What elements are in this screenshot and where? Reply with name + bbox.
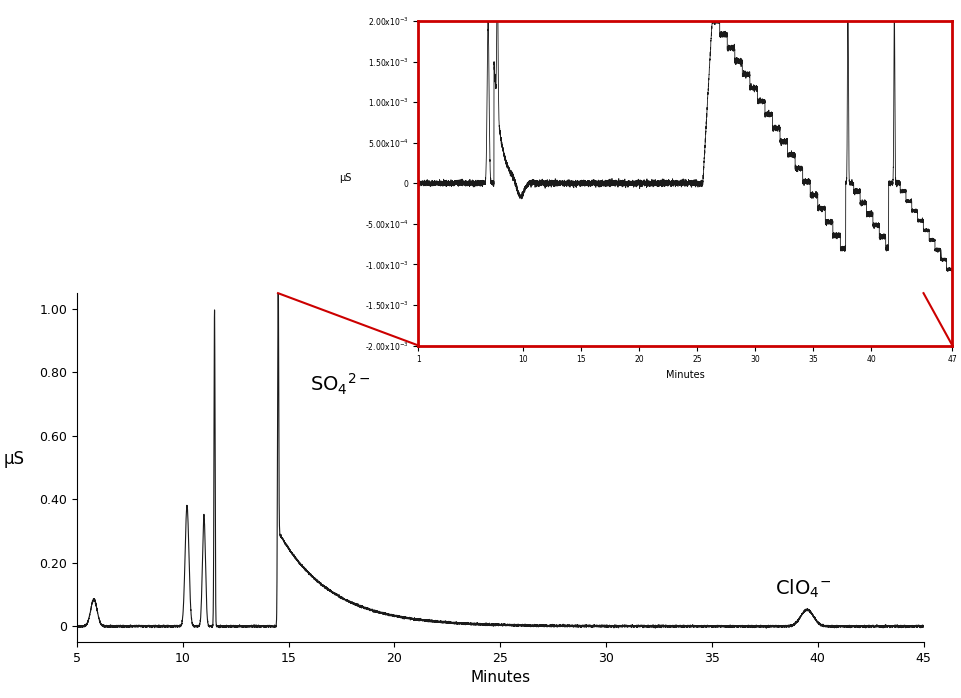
Text: SO$_4$$^{2-}$: SO$_4$$^{2-}$ [309,372,370,397]
X-axis label: Minutes: Minutes [470,671,530,685]
X-axis label: Minutes: Minutes [665,370,704,380]
Y-axis label: μS: μS [339,173,352,184]
Y-axis label: μS: μS [4,450,25,468]
Text: ClO$_4$$^{-}$: ClO$_4$$^{-}$ [775,577,830,600]
